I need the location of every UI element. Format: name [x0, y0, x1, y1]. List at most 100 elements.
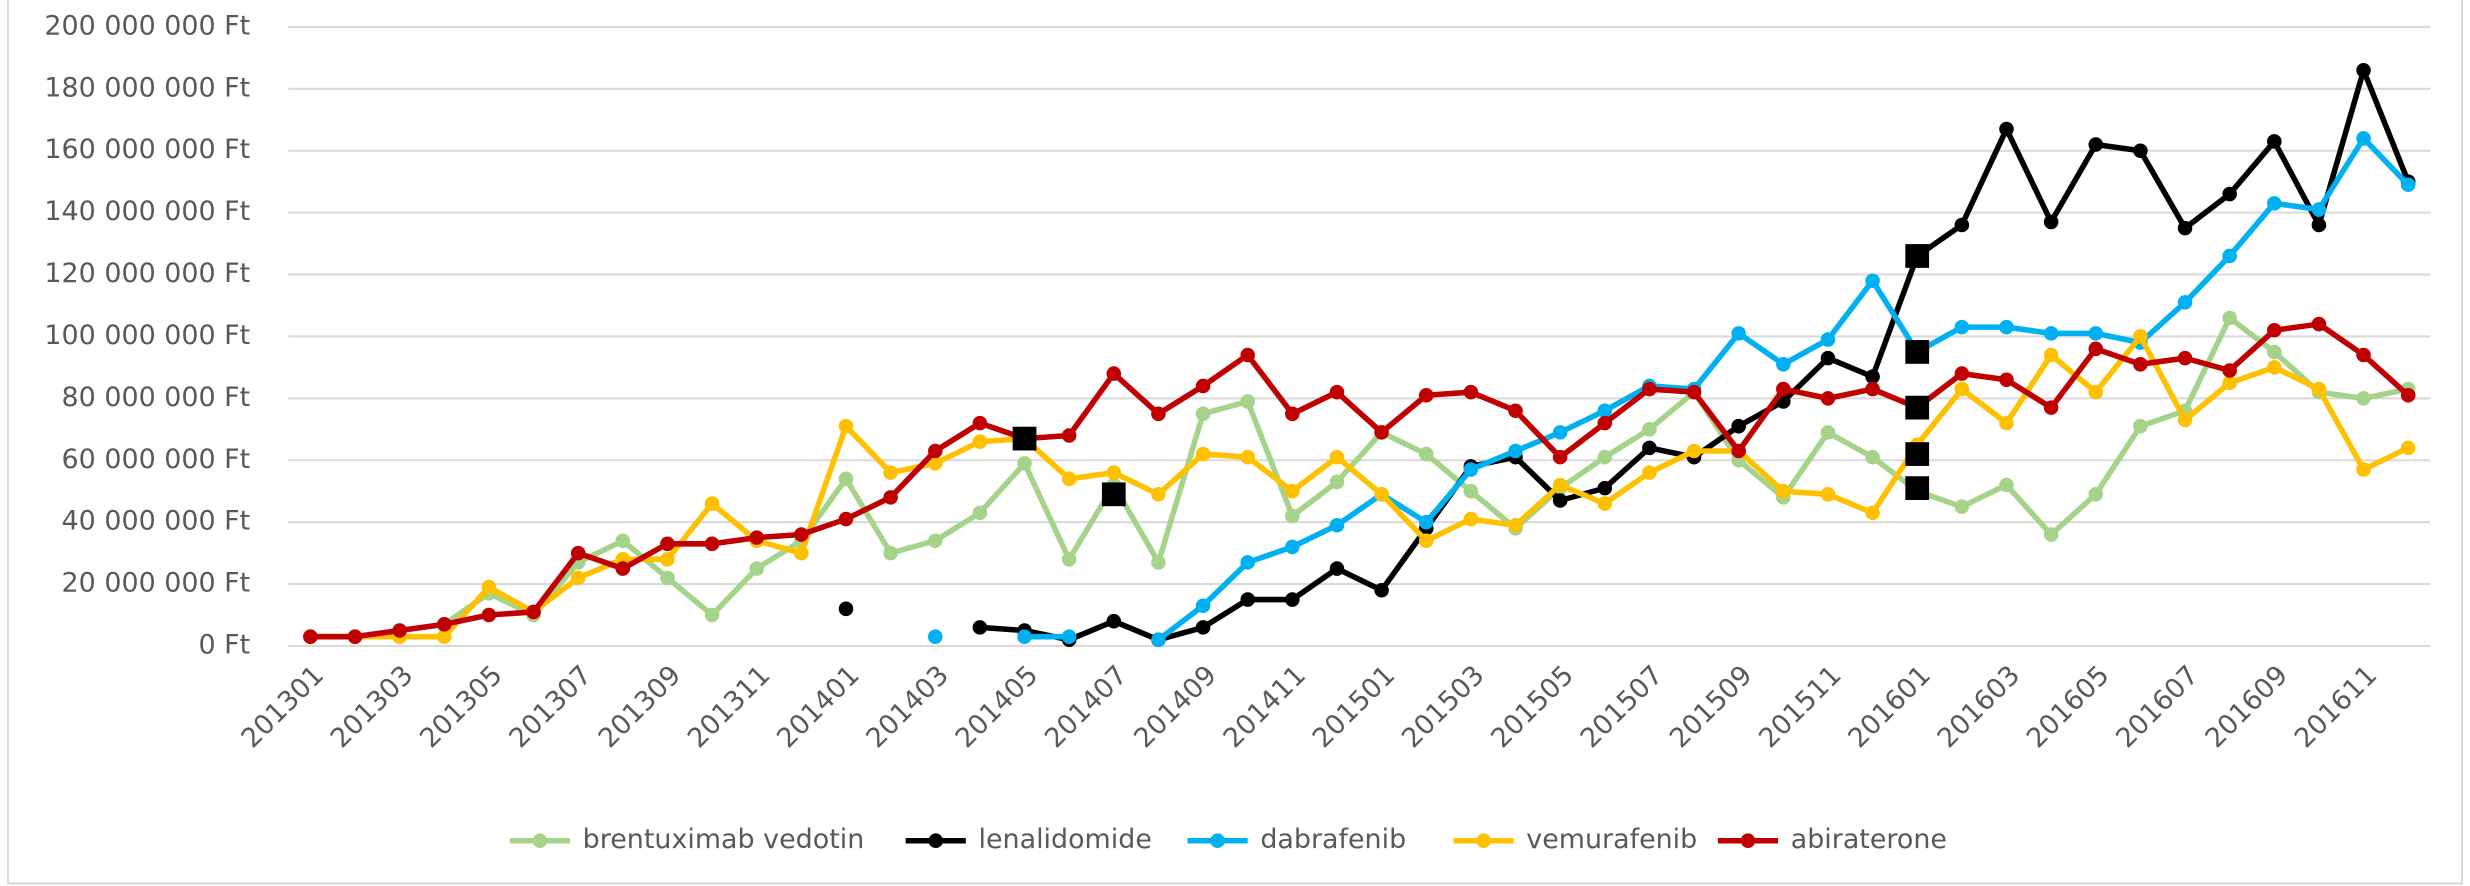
y-tick-label: 80 000 000 Ft — [62, 382, 251, 413]
series-point — [2088, 137, 2104, 152]
series-point — [1865, 369, 1880, 384]
y-tick-label: 180 000 000 Ft — [44, 72, 250, 103]
series-point — [1329, 449, 1345, 465]
legend-marker — [1476, 833, 1491, 849]
series-point — [2356, 391, 2371, 406]
series-line — [310, 333, 2410, 640]
x-tick-label: 201307 — [503, 660, 598, 755]
series-point — [1954, 217, 1970, 233]
series-point — [794, 527, 809, 542]
x-tick-label: 201607 — [2110, 660, 2205, 755]
series-point — [1418, 387, 1434, 403]
series-point — [1061, 552, 1077, 567]
square-marker — [1905, 340, 1930, 364]
series-point — [704, 607, 720, 623]
series-point — [1418, 446, 1434, 462]
series-point — [972, 620, 988, 635]
series-point — [1999, 477, 2014, 493]
x-tick-label: 201611 — [2289, 660, 2384, 755]
series-point — [1597, 496, 1613, 511]
x-tick-label: 201403 — [860, 660, 955, 755]
series-point — [1865, 449, 1880, 465]
series-point — [1106, 366, 1122, 381]
series-point — [1329, 517, 1345, 533]
series-point — [2177, 295, 2193, 310]
series-point — [1463, 462, 1479, 477]
series-point — [2043, 326, 2059, 341]
y-tick-label: 120 000 000 Ft — [44, 258, 250, 289]
x-tick-label: 201605 — [2021, 660, 2116, 755]
series-point — [1776, 381, 1791, 397]
y-tick-label: 20 000 000 Ft — [62, 568, 251, 599]
x-tick-label: 201311 — [682, 660, 777, 755]
series-point — [570, 545, 586, 561]
series-point — [2222, 248, 2237, 264]
series-point — [1999, 319, 2014, 335]
series-point — [1285, 592, 1300, 607]
y-tick-label: 40 000 000 Ft — [62, 506, 251, 537]
square-marker — [1905, 476, 1930, 500]
square-marker — [1012, 426, 1037, 451]
series-point — [2356, 347, 2371, 363]
series-point — [972, 434, 988, 449]
series-point — [1954, 366, 1970, 381]
series-point — [2311, 316, 2327, 332]
series-point — [1285, 483, 1300, 499]
series-point — [2088, 487, 2104, 502]
x-tick-label: 201505 — [1485, 660, 1580, 755]
series-point — [927, 533, 943, 549]
series-point — [2222, 310, 2237, 326]
series-point — [615, 533, 631, 549]
series-point — [2267, 196, 2282, 211]
series-point — [1240, 347, 1255, 363]
series-point — [1195, 598, 1211, 614]
series-point — [2222, 375, 2237, 391]
x-tick-label: 201609 — [2200, 660, 2295, 755]
series-point — [1731, 443, 1746, 459]
y-tick-label: 200 000 000 Ft — [44, 10, 250, 41]
legend-label: abiraterone — [1791, 824, 1947, 855]
series-point — [1418, 514, 1434, 530]
series-point — [660, 552, 675, 567]
series-point — [1597, 415, 1613, 431]
series-line — [310, 321, 2411, 640]
series-point — [526, 604, 541, 620]
y-tick-label: 0 Ft — [199, 629, 251, 660]
series-point — [1017, 629, 1032, 644]
x-tick-label: 201301 — [236, 660, 331, 755]
series-point — [1106, 465, 1122, 480]
series-point — [2043, 527, 2059, 542]
series-point — [1597, 403, 1613, 419]
series-point — [436, 629, 452, 644]
series-point — [481, 579, 497, 595]
series-point — [2400, 177, 2416, 193]
series-point — [1463, 511, 1479, 527]
square-marker — [1101, 482, 1126, 507]
series-point — [1061, 428, 1077, 443]
series-point — [838, 601, 854, 617]
series-point — [2222, 186, 2237, 202]
series-point — [1776, 483, 1791, 499]
x-tick-label: 201401 — [771, 660, 866, 755]
series-point — [2133, 329, 2148, 344]
series-point — [1552, 493, 1568, 508]
x-tick-label: 201309 — [593, 660, 688, 755]
series-point — [1463, 483, 1479, 499]
x-tick-label: 201405 — [950, 660, 1045, 755]
x-tick-label: 201407 — [1039, 660, 1134, 755]
series-point — [972, 505, 988, 521]
series-point — [1865, 505, 1880, 521]
series-point — [2043, 214, 2059, 230]
square-marker — [1905, 442, 1930, 466]
series-point — [1151, 487, 1166, 502]
series-point — [1240, 449, 1255, 465]
series-point — [1374, 425, 1389, 440]
series-point — [1151, 632, 1166, 648]
x-tick-label: 201501 — [1307, 660, 1402, 755]
series-point — [1552, 477, 1568, 493]
series-point — [2088, 326, 2104, 341]
series-point — [481, 607, 497, 623]
series-point — [1240, 394, 1255, 409]
series-point — [1285, 508, 1300, 524]
series-point — [303, 629, 318, 644]
